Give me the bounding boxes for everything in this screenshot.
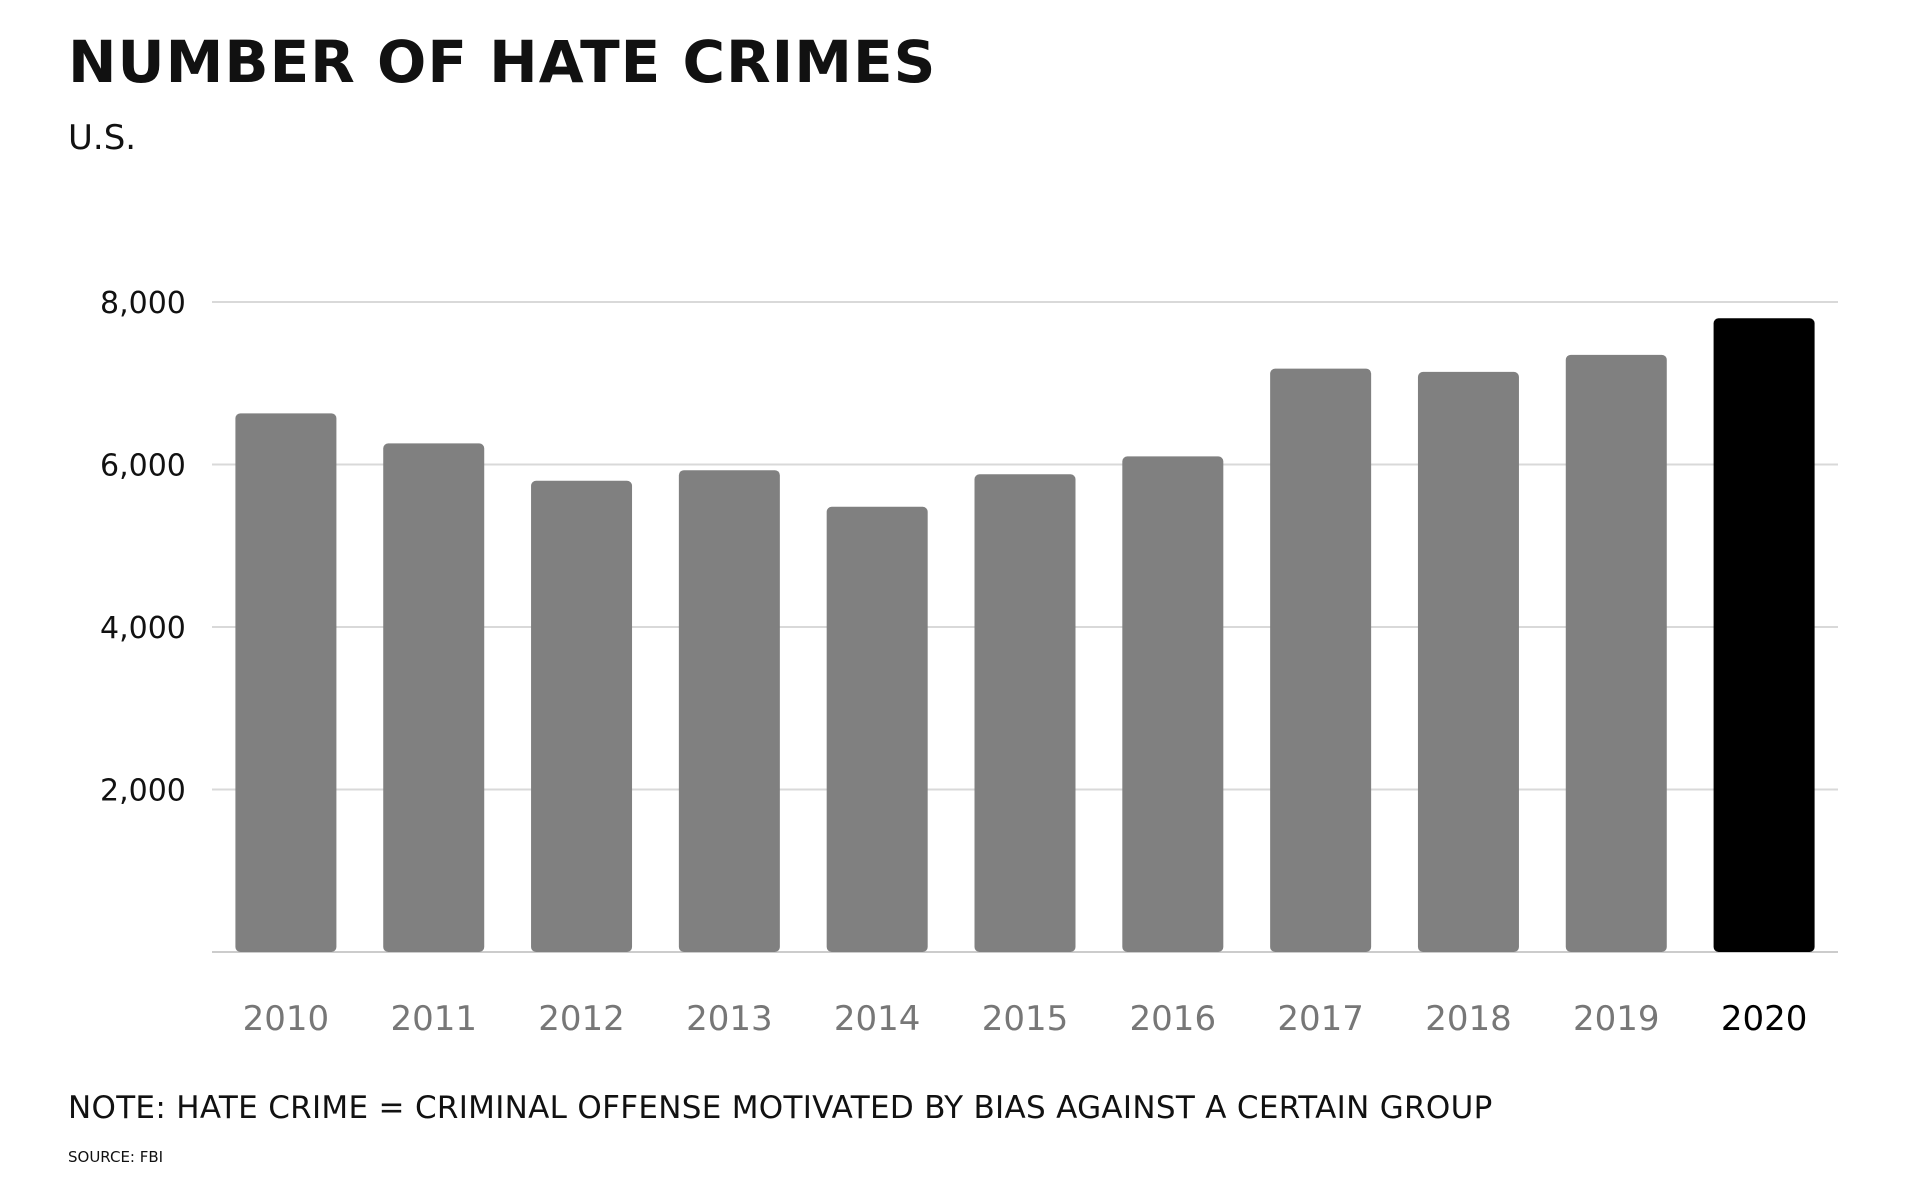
x-tick-label-2018: 2018 [1425, 999, 1512, 1039]
y-tick-label-8000: 8,000 [100, 286, 186, 321]
y-axis-tick-labels: 2,000 4,000 6,000 8,000 [100, 286, 186, 809]
bar-2010 [235, 413, 337, 952]
bar-2011 [383, 443, 485, 952]
x-tick-label-2017: 2017 [1277, 999, 1364, 1039]
x-tick-label-2010: 2010 [243, 999, 330, 1039]
bar-2013 [678, 470, 780, 952]
y-tick-label-2000: 2,000 [100, 774, 186, 809]
y-tick-label-4000: 4,000 [100, 611, 186, 646]
bar-2014 [826, 506, 928, 952]
chart-note: NOTE: HATE CRIME = CRIMINAL OFFENSE MOTI… [68, 1090, 1493, 1126]
y-tick-label-6000: 6,000 [100, 449, 186, 484]
x-tick-label-2013: 2013 [686, 999, 773, 1039]
x-tick-label-2020: 2020 [1721, 999, 1808, 1039]
bar-2019 [1565, 354, 1667, 952]
bar-2020 [1713, 318, 1815, 952]
bars [235, 318, 1815, 952]
x-tick-label-2015: 2015 [982, 999, 1069, 1039]
x-tick-label-2011: 2011 [390, 999, 477, 1039]
bar-2016 [1122, 456, 1224, 952]
bar-2018 [1417, 371, 1519, 952]
bar-2017 [1270, 368, 1372, 952]
x-tick-label-2016: 2016 [1130, 999, 1217, 1039]
bar-2015 [974, 474, 1076, 952]
chart-source: SOURCE: FBI [68, 1148, 164, 1166]
chart-subtitle: U.S. [68, 118, 137, 158]
x-tick-label-2014: 2014 [834, 999, 921, 1039]
x-axis-category-labels: 2010 2011 2012 2013 2014 2015 2016 2017 2018 2019… [243, 999, 1808, 1039]
bar-2012 [531, 480, 633, 952]
x-tick-label-2012: 2012 [538, 999, 625, 1039]
x-tick-label-2019: 2019 [1573, 999, 1660, 1039]
chart-title: NUMBER OF HATE CRIMES [68, 28, 937, 96]
